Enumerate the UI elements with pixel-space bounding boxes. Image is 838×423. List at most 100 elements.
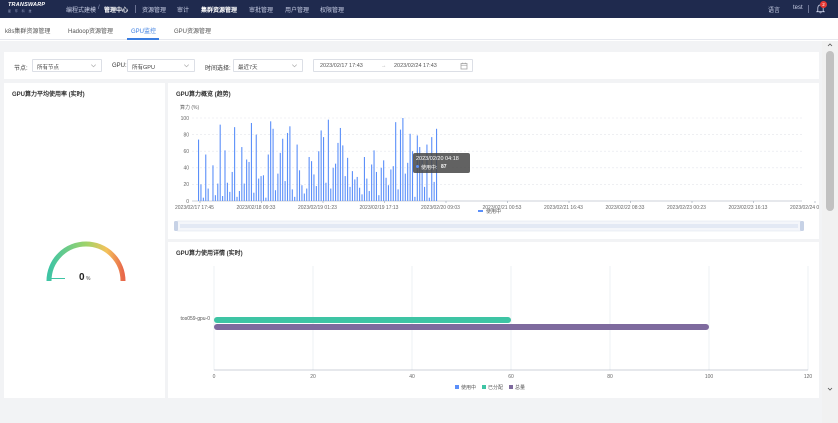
legend-swatch [482,385,486,389]
x-tick-label: 2023/02/21 00:53 [483,205,522,211]
nav-item-audit[interactable]: 审计 [177,8,190,14]
nav-item-users[interactable]: 用户管理 [285,8,310,14]
tab-gpu-monitor[interactable]: GPU监控 [131,29,157,35]
trend-bar [325,182,327,201]
scroll-down-icon[interactable] [826,386,834,392]
logo-subtext: 星 环 科 技 [8,9,34,13]
trend-bar [423,186,426,201]
trend-bar [289,126,291,201]
trend-bar [207,188,209,201]
trend-x-ticks: 2023/02/17 17:45 2023/02/18 09:33 2023/02/… [175,201,819,211]
user-name[interactable]: test [793,5,803,11]
trend-bar [383,160,385,201]
trend-bar [229,191,231,201]
brand-logo[interactable]: TRANSWARP 星 环 科 技 [8,2,45,15]
x-tick-label: 2023/02/24 08:03 [790,205,819,211]
trend-bar [368,191,370,201]
x-tick-label: 2023/02/19 17:13 [360,205,399,211]
trend-bar [395,122,397,201]
filter-bar: 节点: 所有节点 GPU: 所有GPU 时间选择: 最近7天 2023/02/1… [4,52,819,79]
trend-bar [301,185,303,201]
trend-bar [202,197,204,201]
node-select[interactable]: 所有节点 [32,59,102,72]
nav-divider [135,5,136,13]
x-tick-label: 20 [310,374,316,380]
nav-item-approval[interactable]: 审批管理 [249,8,274,14]
tab-gpu-resource[interactable]: GPU资源管理 [174,29,212,35]
detail-gridlines [213,266,809,371]
trend-bar [294,196,296,201]
trend-bar [359,187,361,201]
detail-bars [214,317,709,330]
trend-bar [265,197,267,201]
detail-chart: 0 20 40 60 80 100 120 tos059-gpu-0 使用中 已分配 总量 [181,266,812,391]
trend-bar [303,193,305,201]
detail-bar [214,317,511,323]
trend-bar [236,196,238,201]
detail-panel: GPU算力使用详情 (实时) 0 20 40 60 80 100 120 tos059-gp… [168,242,819,398]
gpu-select[interactable]: 所有GPU [127,59,195,72]
trend-bar [250,122,252,201]
trend-bar [318,151,320,201]
trend-bar [262,175,265,201]
breadcrumb-current[interactable]: 管理中心 [104,8,129,14]
trend-bar [397,189,399,201]
gpu-select-value: 所有GPU [132,65,155,71]
trend-bar [409,133,411,201]
legend-label[interactable]: 已分配 [488,384,503,391]
trend-bar [248,161,250,201]
trend-bar [385,177,387,201]
trend-bar [217,183,219,201]
trend-bar [298,170,301,201]
legend-label[interactable]: 使用中 [461,384,476,391]
scrollbar-thumb[interactable] [826,51,834,211]
trend-bar [267,154,269,201]
scroll-up-icon[interactable] [826,42,834,48]
trend-bar [253,192,255,201]
trend-bar [284,181,286,201]
trend-bar [351,171,353,201]
trend-bar [231,171,233,201]
detail-panel-title: GPU算力使用详情 (实时) [176,251,243,257]
nav-item-resource[interactable]: 资源管理 [142,8,167,14]
trend-legend-swatch [478,210,483,212]
x-tick-label: 2023/02/20 09:03 [421,205,460,211]
date-range-picker[interactable]: 2023/02/17 17:43 → 2023/02/24 17:43 [313,59,473,72]
trend-bar [222,196,224,201]
y-tick-label: 80 [183,132,189,138]
trend-bar [433,181,435,201]
gauge-panel: GPU算力平均使用率 (实时) 0 % [4,83,165,398]
detail-bar [214,324,709,330]
zoom-handle-right[interactable] [800,221,804,231]
nav-item-cluster-resource[interactable]: 集群资源管理 [201,8,238,14]
language-switch[interactable]: 语言 [768,8,781,14]
trend-bar [347,157,349,201]
trend-bar [234,127,236,201]
trend-bar [354,179,356,201]
tab-hadoop-resource[interactable]: Hadoop资源管理 [68,29,114,35]
trend-bar [286,132,289,201]
time-range-select[interactable]: 最近7天 [233,59,303,72]
gauge-panel-title: GPU算力平均使用率 (实时) [12,92,85,98]
trend-bar [371,164,373,201]
zoom-handle-left[interactable] [174,221,178,231]
nav-item-permissions[interactable]: 权限管理 [320,8,345,14]
vertical-scrollbar[interactable] [822,41,838,423]
trend-panel: GPU算力概览 (趋势) 算力 (%) 0 20 40 60 80 100 2023/02… [168,83,819,239]
x-tick-label: 40 [409,374,415,380]
chevron-down-icon [292,64,297,68]
tab-k8s-cluster[interactable]: k8s集群资源管理 [5,29,51,35]
trend-bar [335,163,337,201]
trend-bar [200,184,202,201]
trend-bar [414,196,416,201]
date-start: 2023/02/17 17:43 [320,63,363,69]
trend-bar [380,167,382,201]
legend-label[interactable]: 总量 [515,384,525,391]
trend-bar [274,190,277,201]
breadcrumb-parent[interactable]: 编程式建模 [66,8,97,14]
x-tick-label: 2023/02/23 16:13 [729,205,768,211]
trend-bar [402,118,404,201]
trend-bar [313,174,315,201]
active-tab-indicator [127,38,159,40]
